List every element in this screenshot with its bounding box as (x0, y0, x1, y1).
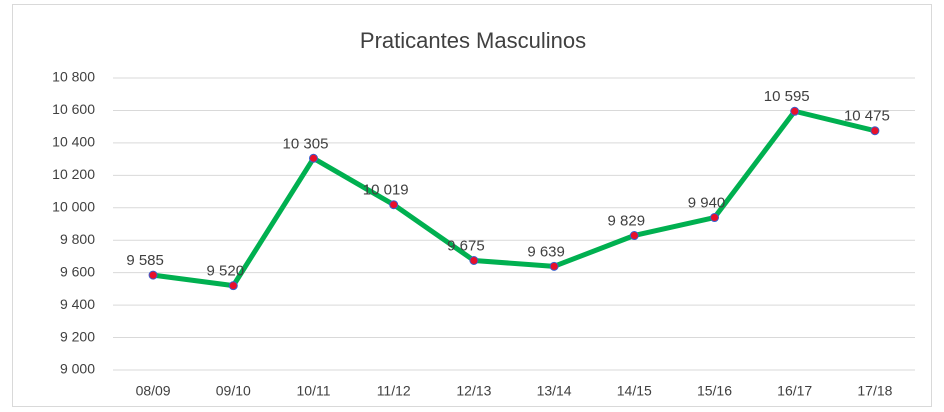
y-tick-label: 10 800 (52, 69, 95, 85)
data-label: 10 305 (283, 135, 329, 152)
x-tick-label: 14/15 (617, 383, 652, 399)
x-tick-label: 10/11 (297, 383, 331, 399)
point-marker (309, 153, 318, 163)
data-label: 9 675 (447, 237, 485, 254)
data-label: 9 585 (126, 252, 164, 269)
data-label: 10 475 (844, 108, 890, 125)
point-marker (549, 261, 559, 271)
x-tick-label: 15/16 (697, 383, 732, 399)
x-tick-label: 09/10 (216, 383, 251, 399)
point-marker (629, 231, 639, 241)
data-label: 9 639 (527, 243, 565, 260)
x-tick-label: 16/17 (777, 383, 812, 399)
y-tick-label: 9 400 (60, 296, 95, 312)
y-tick-label: 10 400 (52, 134, 95, 150)
x-tick-label: 11/12 (377, 383, 411, 399)
point-marker (389, 200, 399, 210)
data-label: 10 595 (764, 88, 810, 105)
data-label: 10 019 (363, 182, 409, 199)
x-tick-label: 08/09 (136, 383, 171, 399)
point-marker (710, 213, 719, 223)
point-marker (870, 126, 880, 136)
chart-frame (12, 4, 932, 407)
data-label: 9 940 (688, 194, 726, 211)
y-tick-label: 10 000 (52, 198, 95, 214)
point-marker (790, 106, 800, 116)
data-label: 9 829 (608, 212, 646, 229)
y-tick-label: 9 800 (60, 231, 95, 247)
x-tick-label: 17/18 (857, 383, 892, 399)
chart-title: Praticantes Masculinos (360, 28, 586, 53)
y-tick-label: 9 600 (60, 263, 95, 279)
x-tick-label: 12/13 (456, 383, 491, 399)
point-marker (469, 256, 479, 265)
point-marker (228, 281, 238, 291)
y-tick-label: 9 000 (60, 361, 95, 377)
point-marker (148, 270, 158, 280)
x-tick-label: 13/14 (537, 383, 572, 399)
series-line (152, 108, 876, 289)
y-tick-label: 9 200 (60, 328, 95, 344)
y-tick-label: 10 200 (52, 166, 95, 182)
y-tick-label: 10 600 (52, 101, 95, 117)
data-label: 9 520 (207, 263, 245, 280)
